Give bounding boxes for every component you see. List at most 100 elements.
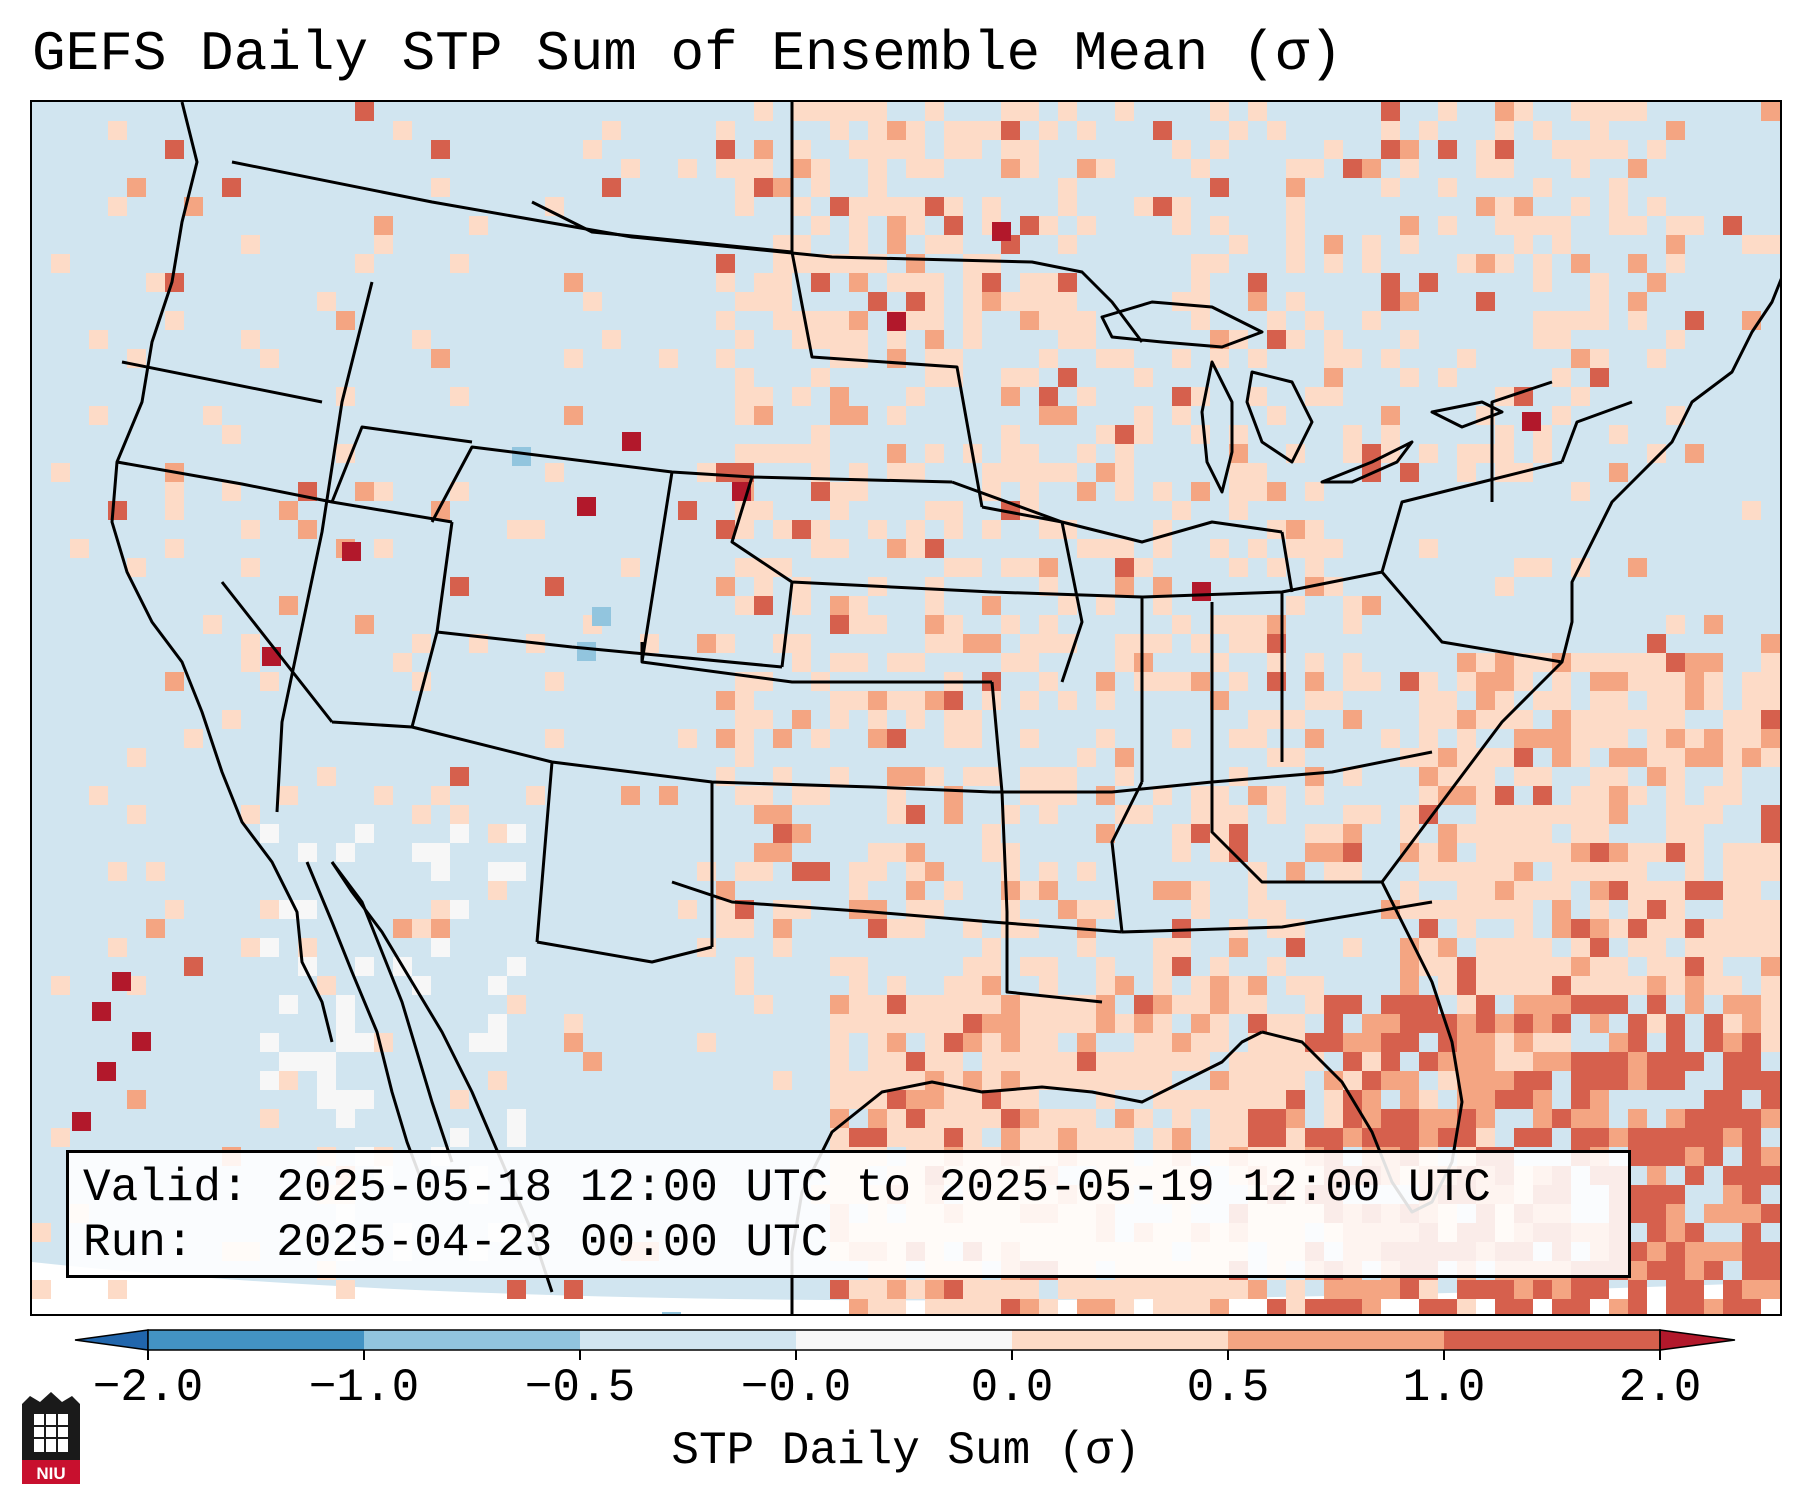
anomaly-cell: [1172, 843, 1191, 862]
anomaly-cell: [754, 387, 773, 406]
anomaly-cell: [1001, 140, 1020, 159]
anomaly-cell: [1590, 767, 1609, 786]
anomaly-cell: [1780, 1128, 1782, 1147]
anomaly-cell: [1761, 862, 1780, 881]
anomaly-cell: [1495, 1052, 1514, 1071]
anomaly-cell: [1609, 1033, 1628, 1052]
anomaly-cell: [1704, 957, 1723, 976]
anomaly-cell: [1039, 615, 1058, 634]
anomaly-cell: [1780, 919, 1782, 938]
anomaly-cell: [1115, 1109, 1134, 1128]
anomaly-cell: [792, 102, 811, 121]
anomaly-cell: [1761, 1147, 1780, 1166]
anomaly-cell: [1780, 786, 1782, 805]
anomaly-cell: [1286, 520, 1305, 539]
anomaly-cell: [1742, 691, 1761, 710]
anomaly-cell: [1400, 1033, 1419, 1052]
anomaly-cell: [317, 1090, 336, 1109]
colorbar-segment: [1012, 1330, 1228, 1350]
anomaly-cell: [1286, 710, 1305, 729]
anomaly-cell: [1229, 995, 1248, 1014]
anomaly-cell: [1210, 1109, 1229, 1128]
anomaly-cell: [469, 216, 488, 235]
anomaly-cell: [1666, 976, 1685, 995]
anomaly-cell: [1533, 558, 1552, 577]
anomaly-cell: [1400, 1071, 1419, 1090]
anomaly-cell: [1780, 1204, 1782, 1223]
anomaly-cell: [1172, 216, 1191, 235]
anomaly-cell: [450, 1090, 469, 1109]
anomaly-cell: [1096, 1280, 1115, 1299]
anomaly-cell: [97, 1062, 116, 1081]
anomaly-cell: [1324, 1299, 1343, 1314]
anomaly-cell: [526, 786, 545, 805]
anomaly-cell: [1666, 691, 1685, 710]
anomaly-cell: [830, 406, 849, 425]
anomaly-cell: [1723, 900, 1742, 919]
anomaly-cell: [735, 596, 754, 615]
anomaly-cell: [1438, 710, 1457, 729]
anomaly-cell: [165, 900, 184, 919]
anomaly-cell: [1020, 881, 1039, 900]
anomaly-cell: [1742, 1147, 1761, 1166]
anomaly-cell: [1324, 995, 1343, 1014]
anomaly-cell: [1495, 425, 1514, 444]
anomaly-cell: [1248, 995, 1267, 1014]
anomaly-cell: [1590, 1052, 1609, 1071]
anomaly-cell: [393, 653, 412, 672]
anomaly-cell: [944, 197, 963, 216]
anomaly-cell: [925, 197, 944, 216]
anomaly-cell: [1780, 1052, 1782, 1071]
anomaly-cell: [1685, 862, 1704, 881]
anomaly-cell: [146, 919, 165, 938]
anomaly-cell: [1381, 425, 1400, 444]
anomaly-cell: [1647, 976, 1666, 995]
anomaly-cell: [1020, 463, 1039, 482]
anomaly-cell: [1780, 938, 1782, 957]
anomaly-cell: [1001, 653, 1020, 672]
anomaly-cell: [1590, 273, 1609, 292]
anomaly-cell: [1172, 387, 1191, 406]
anomaly-cell: [1666, 957, 1685, 976]
anomaly-cell: [830, 387, 849, 406]
anomaly-cell: [1514, 976, 1533, 995]
anomaly-cell: [1229, 615, 1248, 634]
anomaly-cell: [1172, 938, 1191, 957]
anomaly-cell: [1647, 273, 1666, 292]
anomaly-cell: [1571, 938, 1590, 957]
anomaly-cell: [1704, 805, 1723, 824]
anomaly-cell: [488, 881, 507, 900]
anomaly-cell: [1609, 729, 1628, 748]
anomaly-cell: [469, 1033, 488, 1052]
anomaly-cell: [1457, 919, 1476, 938]
anomaly-cell: [1571, 729, 1590, 748]
anomaly-cell: [1438, 748, 1457, 767]
anomaly-cell: [1761, 995, 1780, 1014]
anomaly-cell: [906, 292, 925, 311]
anomaly-cell: [662, 1312, 681, 1314]
anomaly-cell: [1096, 1014, 1115, 1033]
anomaly-cell: [1381, 140, 1400, 159]
anomaly-cell: [1476, 197, 1495, 216]
anomaly-cell: [112, 972, 131, 991]
anomaly-cell: [1039, 349, 1058, 368]
anomaly-cell: [1495, 843, 1514, 862]
anomaly-cell: [1476, 786, 1495, 805]
anomaly-cell: [1362, 1071, 1381, 1090]
anomaly-cell: [830, 482, 849, 501]
anomaly-cell: [412, 919, 431, 938]
anomaly-cell: [1552, 672, 1571, 691]
anomaly-cell: [1058, 900, 1077, 919]
anomaly-cell: [868, 1052, 887, 1071]
anomaly-cell: [1666, 1071, 1685, 1090]
anomaly-cell: [1324, 1128, 1343, 1147]
anomaly-cell: [1552, 729, 1571, 748]
anomaly-cell: [1324, 368, 1343, 387]
anomaly-cell: [241, 520, 260, 539]
anomaly-cell: [1115, 653, 1134, 672]
anomaly-cell: [1723, 1185, 1742, 1204]
anomaly-cell: [1362, 159, 1381, 178]
map-panel: [30, 100, 1782, 1316]
anomaly-cell: [1305, 159, 1324, 178]
anomaly-cell: [488, 824, 507, 843]
